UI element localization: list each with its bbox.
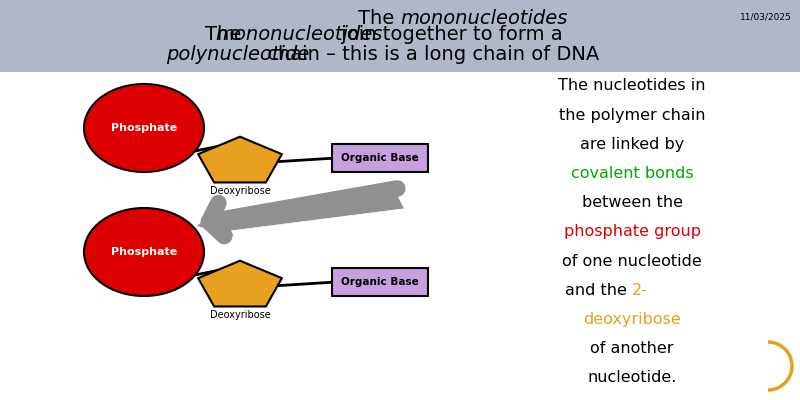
Text: Deoxyribose: Deoxyribose [210, 186, 270, 196]
Polygon shape [198, 261, 282, 306]
Text: Phosphate: Phosphate [111, 247, 177, 257]
FancyArrow shape [196, 191, 405, 236]
Text: of one nucleotide: of one nucleotide [562, 254, 702, 269]
Text: phosphate group: phosphate group [563, 224, 701, 240]
Text: Organic Base: Organic Base [341, 277, 419, 287]
Text: mononucleotides: mononucleotides [215, 24, 382, 44]
Text: polynucleotide: polynucleotide [166, 44, 309, 64]
Text: the polymer chain: the polymer chain [558, 108, 706, 123]
Text: between the: between the [582, 195, 682, 210]
Text: Organic Base: Organic Base [341, 153, 419, 163]
Text: Deoxyribose: Deoxyribose [210, 310, 270, 320]
FancyBboxPatch shape [332, 268, 428, 296]
Text: The nucleotides in: The nucleotides in [558, 78, 706, 94]
Text: and the: and the [565, 283, 632, 298]
Polygon shape [198, 137, 282, 182]
Text: are linked by: are linked by [580, 137, 684, 152]
Text: 11/03/2025: 11/03/2025 [740, 12, 792, 21]
Text: 2-: 2- [632, 283, 648, 298]
Ellipse shape [84, 84, 204, 172]
Text: of another: of another [590, 341, 674, 356]
Text: covalent bonds: covalent bonds [570, 166, 694, 181]
Text: mononucleotides: mononucleotides [400, 8, 567, 28]
FancyBboxPatch shape [332, 144, 428, 172]
Text: join together to form a: join together to form a [335, 24, 563, 44]
Text: Phosphate: Phosphate [111, 123, 177, 133]
Text: chain – this is a long chain of DNA: chain – this is a long chain of DNA [261, 44, 599, 64]
Text: nucleotide.: nucleotide. [587, 370, 677, 386]
Text: The: The [205, 24, 247, 44]
Text: The: The [358, 8, 400, 28]
FancyBboxPatch shape [0, 0, 800, 72]
Text: deoxyribose: deoxyribose [583, 312, 681, 327]
Ellipse shape [84, 208, 204, 296]
